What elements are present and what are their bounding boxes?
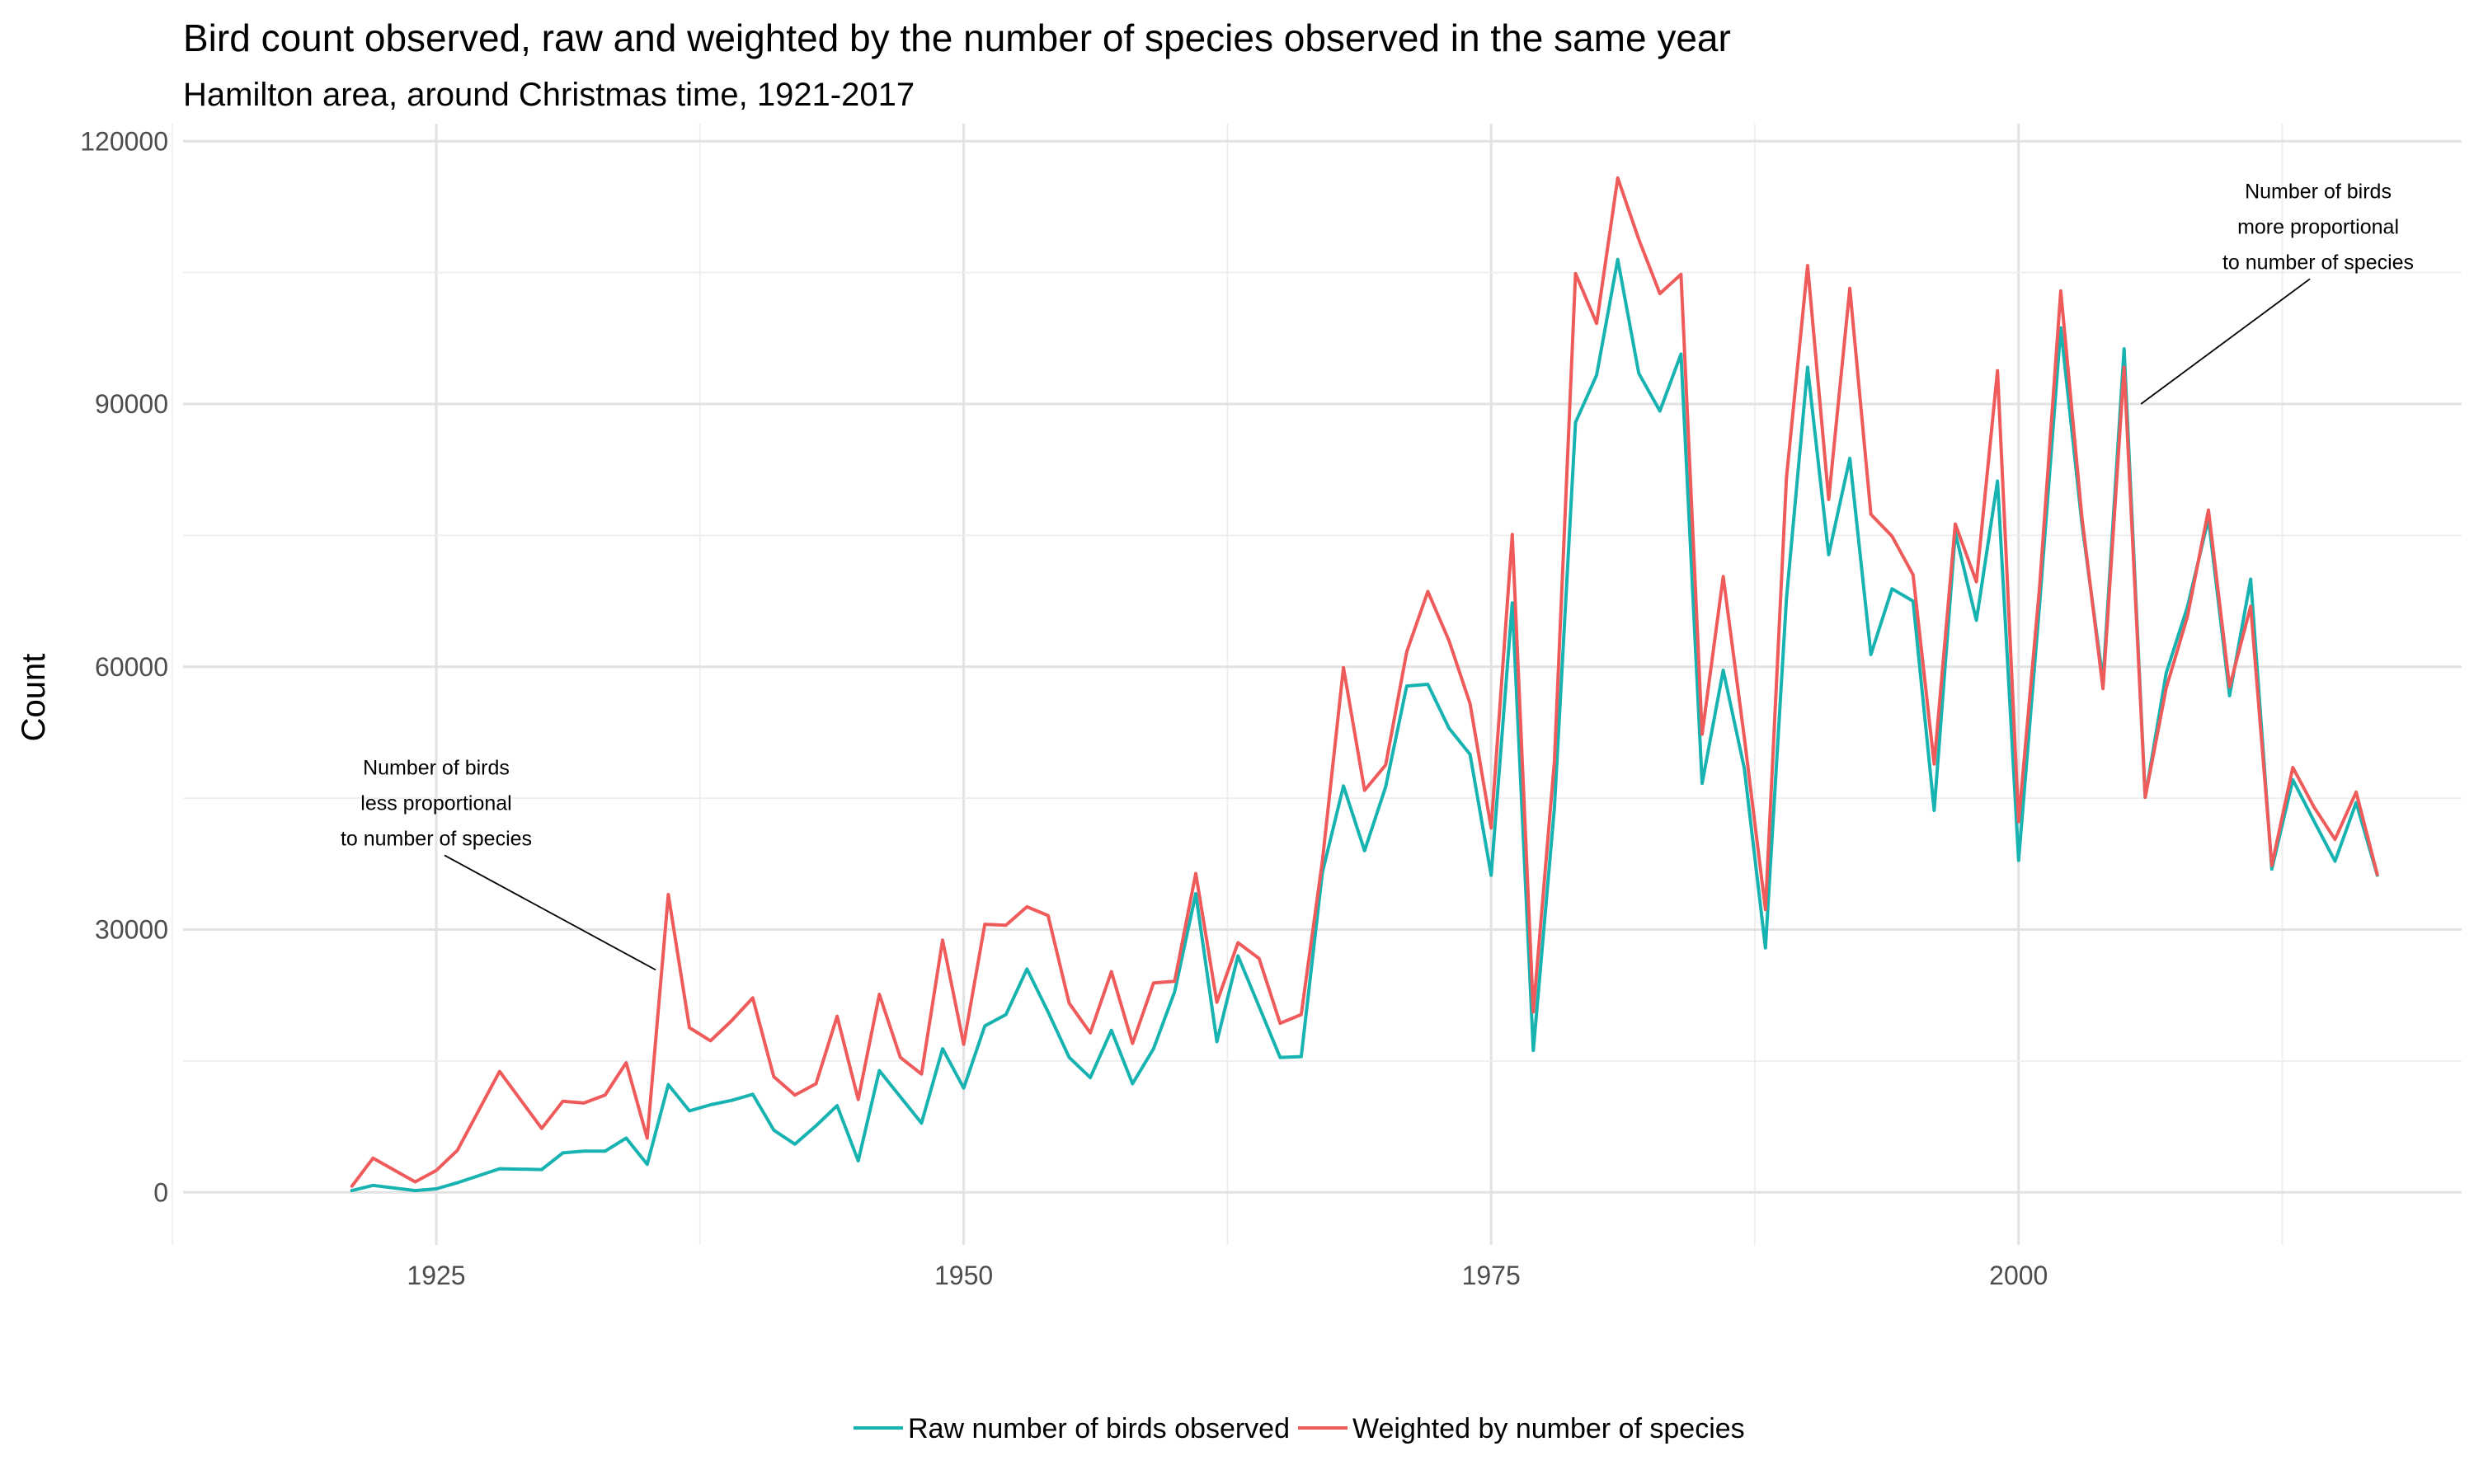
- y-tick-label: 0: [153, 1177, 168, 1207]
- legend-label: Weighted by number of species: [1352, 1413, 1745, 1444]
- annotation-text: to number of species: [2222, 251, 2414, 274]
- annotation-pointer: [2140, 278, 2311, 405]
- annotation-pointer: [444, 854, 656, 971]
- legend: Raw number of birds observed Weighted by …: [854, 1413, 1745, 1444]
- annotations: Number of birds less proportional to numbe…: [341, 180, 2414, 971]
- annotation-text: to number of species: [341, 827, 532, 850]
- x-tick-label: 1925: [407, 1261, 465, 1290]
- x-tick-label: 2000: [1989, 1261, 2048, 1290]
- y-axis-ticks: 0 30000 60000 90000 120000: [80, 126, 168, 1207]
- series-line-raw: [350, 257, 2379, 1193]
- series-line-weighted: [350, 176, 2379, 1188]
- y-tick-label: 90000: [95, 389, 168, 419]
- chart-title: Bird count observed, raw and weighted by…: [183, 16, 1731, 59]
- annotation-text: more proportional: [2237, 215, 2399, 238]
- x-axis-ticks: 1925 1950 1975 2000: [407, 1261, 2048, 1290]
- chart-subtitle: Hamilton area, around Christmas time, 19…: [183, 77, 915, 113]
- annotation-text: less proportional: [360, 791, 511, 815]
- legend-label: Raw number of birds observed: [908, 1413, 1290, 1444]
- y-tick-label: 60000: [95, 652, 168, 682]
- y-tick-label: 120000: [80, 126, 168, 156]
- y-axis-label: Count: [16, 654, 52, 742]
- y-tick-label: 30000: [95, 915, 168, 945]
- x-tick-label: 1950: [934, 1261, 993, 1290]
- grid-lines: [172, 124, 2462, 1245]
- x-tick-label: 1975: [1462, 1261, 1521, 1290]
- series-lines: [350, 176, 2379, 1193]
- annotation-text: Number of birds: [2245, 180, 2392, 203]
- annotation-text: Number of birds: [363, 756, 510, 779]
